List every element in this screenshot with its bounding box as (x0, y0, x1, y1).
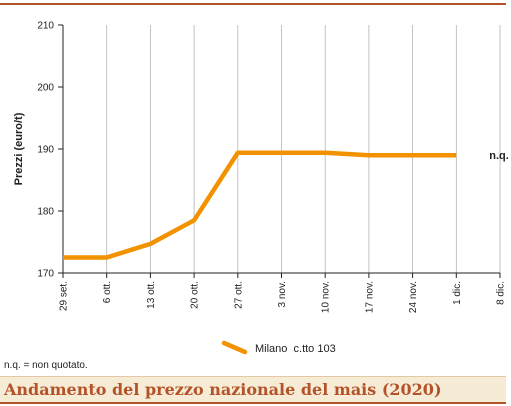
y-tick-label: 190 (37, 145, 54, 156)
legend-swatch (221, 340, 248, 355)
chart-title: Andamento del prezzo nazionale del mais … (4, 380, 442, 399)
x-tick-label: 27 ott. (233, 281, 244, 309)
y-axis-label: Prezzi (euro/t) (13, 112, 25, 185)
x-tick-label: 8 dic. (496, 281, 507, 305)
y-tick-label: 180 (37, 207, 54, 218)
top-rule (0, 3, 506, 5)
nq-annotation: n.q. (489, 150, 509, 162)
x-tick-label: 6 ott. (102, 281, 113, 303)
x-tick-label: 17 nov. (364, 281, 375, 313)
x-tick-label: 20 ott. (190, 281, 201, 309)
y-tick-label: 170 (37, 269, 54, 280)
caption-rule (0, 402, 506, 404)
y-tick-label: 210 (37, 21, 54, 32)
x-tick-label: 1 dic. (452, 281, 463, 305)
y-tick-label: 200 (37, 83, 54, 94)
x-tick-label: 3 nov. (277, 281, 288, 308)
x-tick-label: 29 set. (59, 281, 70, 311)
footnote: n.q. = non quotato. (4, 360, 88, 371)
x-tick-label: 24 nov. (408, 281, 419, 313)
line-chart: 170 180 190 200 210 29 set. 6 ott. 13 ott. 20 ot… (13, 21, 509, 356)
legend-label: Milano c.tto 103 (255, 343, 336, 355)
x-tick-label: 13 ott. (146, 281, 157, 309)
series-line (63, 150, 457, 260)
x-tick-label: 10 nov. (321, 281, 332, 313)
caption-bar: Andamento del prezzo nazionale del mais … (0, 376, 506, 404)
